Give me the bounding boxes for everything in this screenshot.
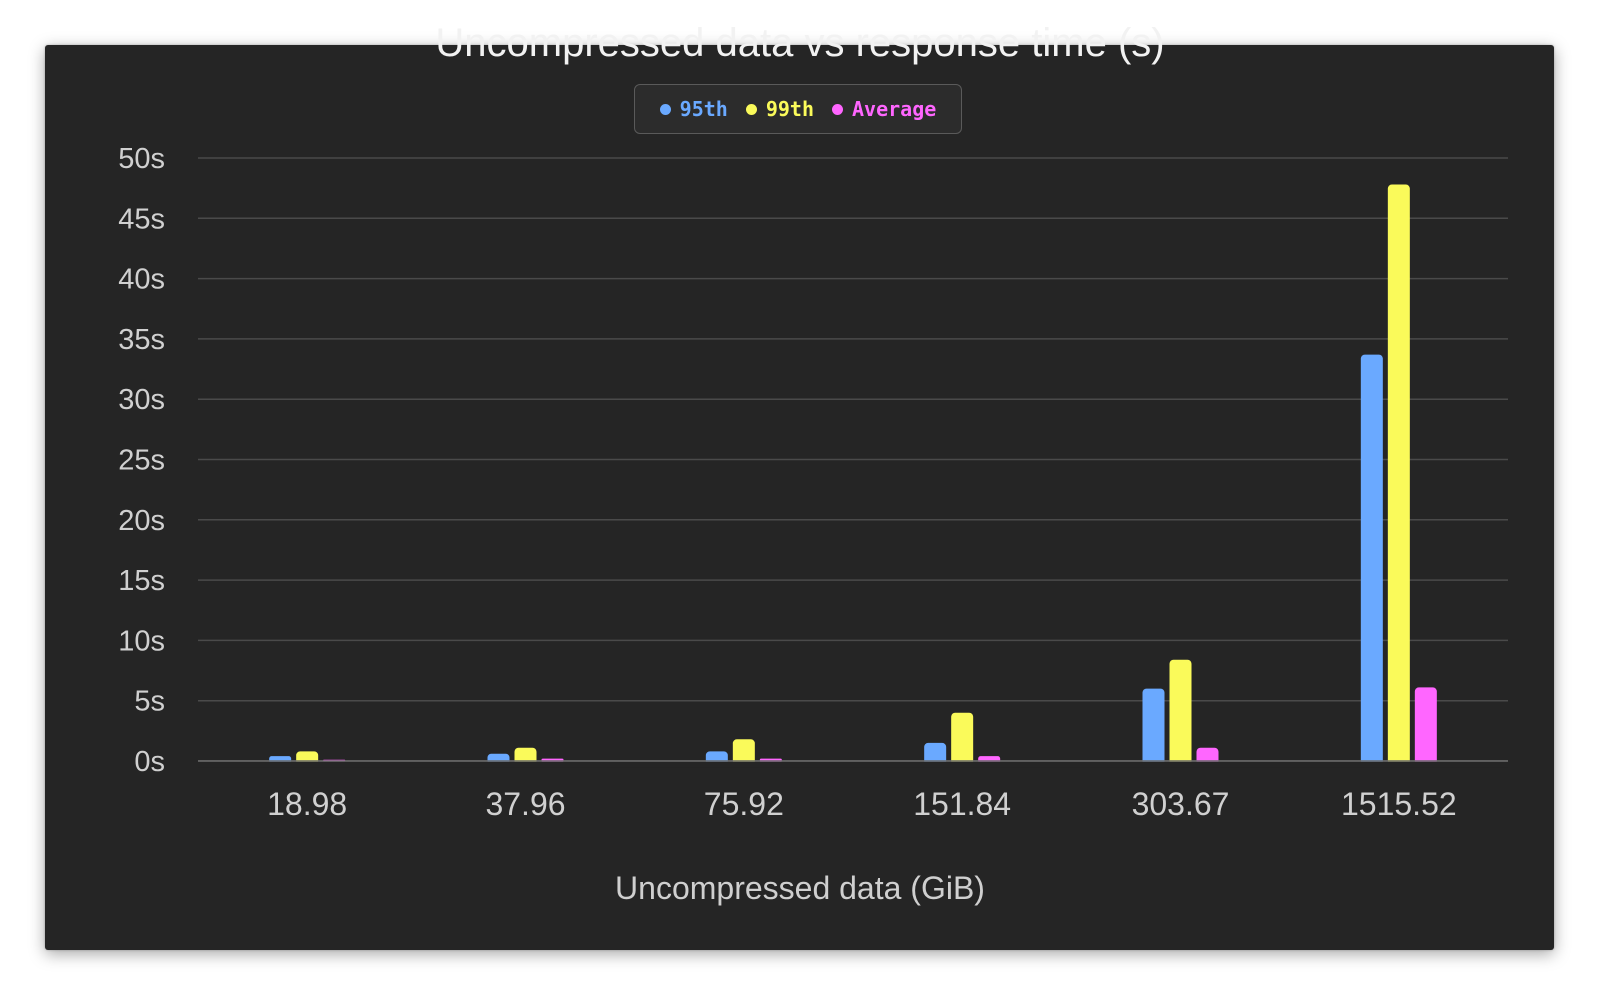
legend-label-95th: 95th	[679, 97, 728, 121]
chart-panel	[45, 45, 1554, 950]
legend-item-95th[interactable]: 95th	[659, 97, 728, 121]
legend-label-99th: 99th	[765, 97, 815, 121]
x-axis-label: Uncompressed data (GiB)	[615, 870, 985, 906]
y-tick-label: 5s	[134, 686, 165, 718]
y-tick-label: 10s	[118, 625, 165, 657]
legend[interactable]: 95th 99th Average	[634, 84, 962, 134]
bar	[732, 739, 755, 765]
bar	[1414, 687, 1437, 765]
y-tick-label: 15s	[118, 565, 165, 597]
legend-label-average: Average	[852, 97, 937, 121]
x-tick-label: 151.84	[913, 786, 1011, 822]
legend-dot-average	[832, 103, 844, 115]
x-tick-label: 303.67	[1132, 786, 1230, 822]
legend-item-99th[interactable]: 99th	[745, 97, 815, 121]
baseline-mask	[198, 761, 1508, 768]
bar	[1142, 688, 1165, 765]
bar	[1387, 184, 1410, 766]
y-tick-label: 25s	[118, 445, 165, 477]
legend-dot-99th	[745, 103, 757, 115]
y-tick-label: 35s	[118, 324, 165, 356]
x-tick-label: 1515.52	[1341, 786, 1457, 822]
legend-item-average[interactable]: Average	[832, 97, 936, 121]
y-tick-label: 40s	[118, 264, 165, 296]
y-tick-label: 0s	[134, 746, 165, 778]
bar	[1360, 354, 1383, 765]
chart-title: Uncompressed data vs response time (s)	[435, 21, 1165, 65]
bar	[1169, 659, 1192, 765]
y-tick-label: 20s	[118, 505, 165, 537]
bar	[924, 742, 947, 765]
bar	[951, 712, 974, 765]
y-tick-label: 30s	[118, 384, 165, 416]
y-tick-label: 45s	[118, 203, 165, 235]
legend-dot-95th	[659, 103, 671, 115]
x-tick-label: 37.96	[485, 786, 565, 822]
y-tick-label: 50s	[118, 143, 165, 175]
x-tick-label: 18.98	[267, 786, 347, 822]
x-tick-label: 75.92	[704, 786, 784, 822]
